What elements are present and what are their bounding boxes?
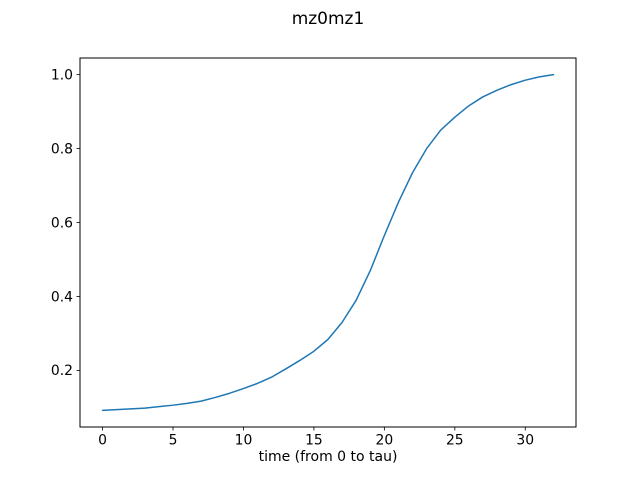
y-tick-label: 1.0 bbox=[51, 67, 73, 83]
x-tick-label: 20 bbox=[376, 433, 394, 449]
x-tick-label: 25 bbox=[446, 433, 464, 449]
x-tick-label: 15 bbox=[305, 433, 323, 449]
y-tick-label: 0.4 bbox=[51, 289, 73, 305]
x-tick-label: 0 bbox=[98, 433, 107, 449]
data-line bbox=[101, 73, 555, 412]
chart-title: mz0mz1 bbox=[291, 9, 365, 29]
x-tick-label: 30 bbox=[516, 433, 534, 449]
y-tick-label: 0.6 bbox=[51, 215, 73, 231]
y-tick-label: 0.2 bbox=[51, 363, 73, 379]
x-axis-label: time (from 0 to tau) bbox=[258, 449, 398, 465]
plot-area-border bbox=[79, 57, 577, 428]
y-tick-label: 0.8 bbox=[51, 141, 73, 157]
x-tick-label: 10 bbox=[235, 433, 253, 449]
x-tick-label: 5 bbox=[169, 433, 178, 449]
